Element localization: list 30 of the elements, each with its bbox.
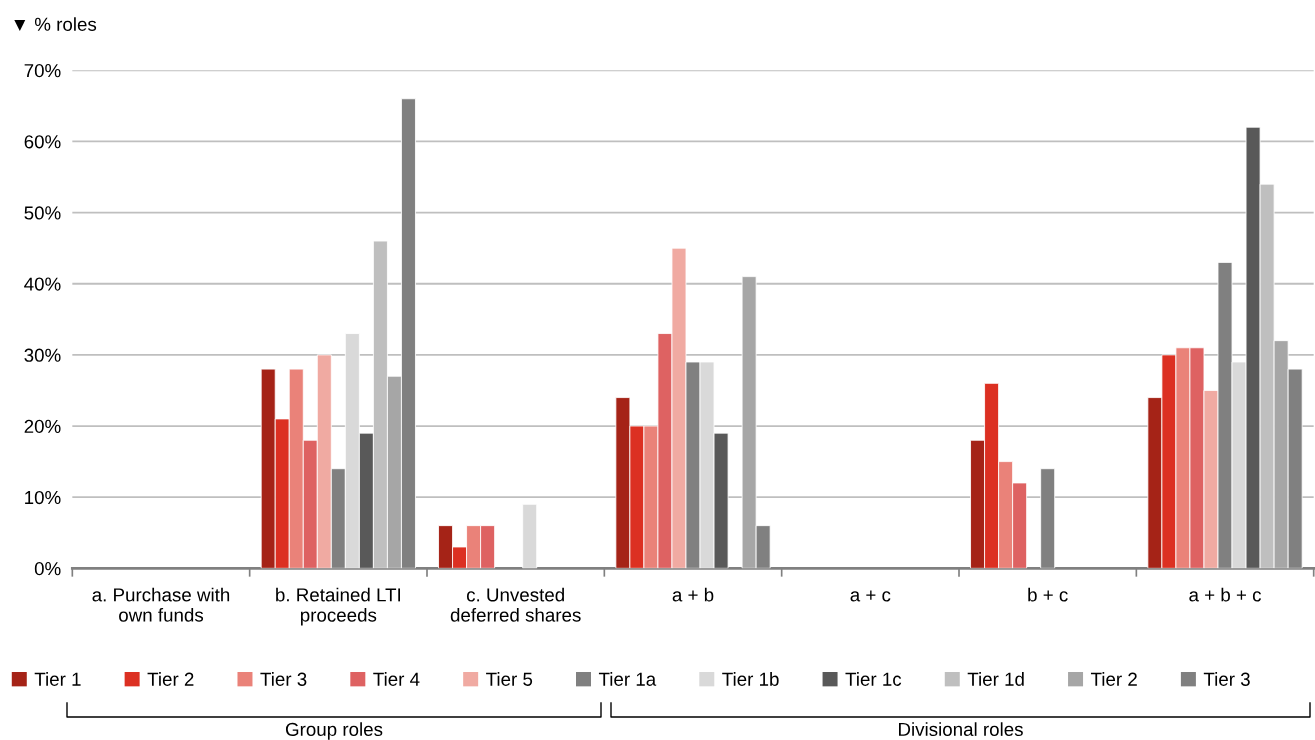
legend-label: Tier 5	[486, 672, 533, 686]
y-tick-label: 0%	[34, 562, 61, 576]
legend-label: Tier 4	[373, 672, 420, 686]
legend-label: Tier 1d	[967, 672, 1024, 686]
y-tick-label: 50%	[24, 206, 61, 220]
y-tick-label: 30%	[24, 348, 61, 362]
x-tick-label: a + b	[672, 587, 714, 602]
legend-label: Tier 1	[34, 672, 81, 686]
legend-label: Tier 1c	[845, 672, 902, 686]
y-tick-label: 70%	[24, 64, 61, 78]
x-tick-label: c. Unvested deferred shares	[450, 587, 581, 622]
y-tick-label: 60%	[24, 135, 61, 149]
y-axis-title: ▼ % roles	[14, 17, 97, 31]
legend-label: Tier 3	[260, 672, 307, 686]
x-tick-label: a + c	[850, 590, 891, 602]
text: Group roles	[285, 722, 383, 740]
legend-label: Tier 2	[147, 672, 194, 686]
legend-label: Tier 3	[1203, 672, 1250, 686]
bar	[522, 503, 538, 569]
legend-label: Tier 1b	[722, 672, 779, 686]
legend-label: Tier 1a	[598, 672, 657, 686]
x-tick-label: a. Purchase with own funds	[92, 587, 230, 622]
x-tick-label: b + c	[1028, 587, 1068, 602]
legend-label: Tier 2	[1090, 672, 1137, 686]
x-tick-label: b. Retained LTI proceeds	[276, 587, 401, 626]
y-tick-label: 10%	[25, 490, 61, 505]
y-tick-label: 20%	[24, 419, 61, 434]
x-tick-label: a + b + c	[1189, 587, 1262, 602]
y-tick-label: 40%	[24, 277, 61, 291]
text: Divisional roles	[899, 722, 1023, 737]
